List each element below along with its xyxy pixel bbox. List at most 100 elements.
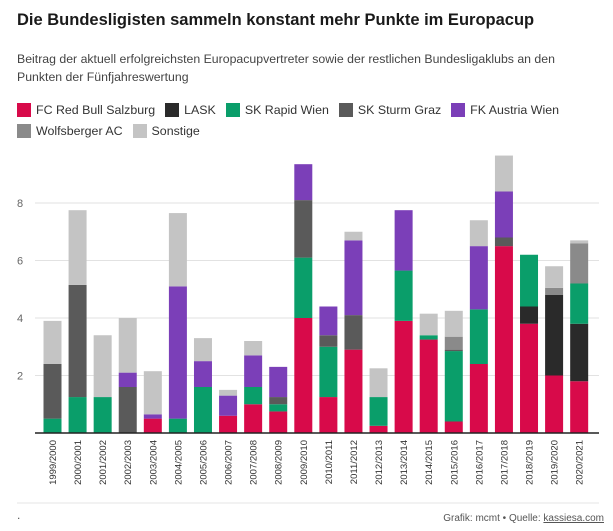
bar-segment	[168, 213, 187, 287]
bar-segment	[93, 397, 112, 433]
bar-segment	[545, 266, 564, 288]
bar-segment	[294, 164, 313, 201]
bar-segment	[469, 364, 488, 433]
legend-label: SK Sturm Graz	[357, 102, 442, 117]
chart-subtitle: Beitrag der aktuell erfolgreichsten Euro…	[17, 52, 555, 84]
bar-segment	[244, 387, 263, 405]
x-tick-label: 2014/2015	[424, 440, 435, 485]
bar-segment	[118, 318, 137, 373]
bar-segment	[419, 339, 438, 433]
x-tick-label: 2018/2019	[525, 440, 536, 485]
legend-label: FC Red Bull Salzburg	[36, 102, 156, 117]
bar-segment	[168, 418, 187, 433]
bar-segment	[143, 418, 162, 433]
legend-label: Wolfsberger AC	[36, 123, 123, 138]
bar-segment	[494, 191, 513, 238]
bar-segment	[570, 323, 589, 382]
bar-segment	[369, 368, 388, 398]
bar-segment	[469, 309, 488, 364]
y-tick-label: 6	[17, 256, 23, 268]
bar-segment	[419, 335, 438, 340]
bar-segment	[520, 254, 539, 307]
bar-segment	[344, 231, 363, 241]
bar-segment	[43, 320, 62, 364]
bar-segment	[444, 351, 463, 422]
bar-segment	[394, 210, 413, 271]
x-tick-label: 2016/2017	[474, 440, 485, 485]
bar-segment	[168, 286, 187, 419]
x-tick-label: 2019/2020	[550, 440, 561, 485]
legend-label: SK Rapid Wien	[244, 102, 329, 117]
bar-segment	[444, 336, 463, 350]
legend-item: LASK	[165, 101, 216, 118]
bar-segment	[143, 414, 162, 419]
bar-segment	[143, 371, 162, 415]
bar-segment	[219, 415, 238, 433]
chart-legend: FC Red Bull Salzburg LASK SK Rapid Wien SK …	[17, 101, 597, 139]
x-tick-label: 2020/2021	[575, 440, 586, 485]
y-tick-label: 4	[17, 313, 23, 325]
bar-segment	[545, 375, 564, 433]
bar-segment	[319, 335, 338, 347]
x-tick-label: 2002/2003	[123, 440, 134, 485]
bar-segment	[494, 155, 513, 192]
bar-segment	[68, 284, 87, 398]
bar-segment	[118, 387, 137, 433]
bar-segment	[520, 323, 539, 433]
legend-item: SK Sturm Graz	[338, 101, 442, 118]
legend-swatch	[165, 102, 180, 117]
legend-swatch	[451, 102, 466, 117]
x-tick-label: 2000/2001	[73, 440, 84, 485]
legend-item: FK Austria Wien	[451, 101, 559, 118]
chart-footer: Grafik: mcmt • Quelle: kassiesa.com	[443, 513, 604, 524]
bar-segment	[494, 237, 513, 247]
x-tick-label: 2013/2014	[399, 440, 410, 485]
bar-segment	[269, 404, 288, 412]
x-tick-label: 2004/2005	[173, 440, 184, 485]
x-tick-label: 2015/2016	[449, 440, 460, 485]
bar-segment	[570, 381, 589, 433]
bar-segment	[545, 287, 564, 295]
bar-segment	[294, 257, 313, 318]
bar-segment	[344, 315, 363, 350]
footer-credit: Grafik: mcmt • Quelle:	[443, 513, 544, 524]
y-tick-label: 2	[17, 371, 23, 383]
chart-title: Die Bundesligisten sammeln konstant mehr…	[17, 11, 535, 29]
bar-segment	[93, 335, 112, 398]
bar-segment	[244, 355, 263, 387]
x-tick-label: 2005/2006	[198, 440, 209, 485]
source-link[interactable]: kassiesa.com	[543, 513, 604, 524]
bar-segment	[269, 411, 288, 433]
x-tick-label: 2012/2013	[374, 440, 385, 485]
bar-segment	[444, 349, 463, 352]
legend-label: Sonstige	[151, 123, 200, 138]
bar-segment	[570, 240, 589, 244]
bar-segment	[193, 361, 212, 387]
x-tick-label: 2009/2010	[299, 440, 310, 485]
bar-segment	[494, 246, 513, 433]
bar-segment	[419, 313, 438, 336]
bar-segment	[244, 404, 263, 433]
bar-segment	[193, 387, 212, 433]
bar-segment	[294, 200, 313, 258]
bar-segment	[118, 372, 137, 387]
bar-segment	[43, 364, 62, 419]
bar-segment	[369, 425, 388, 433]
bar-segment	[269, 397, 288, 405]
legend-label: FK Austria Wien	[470, 102, 559, 117]
legend-swatch	[338, 102, 353, 117]
x-tick-label: 2011/2012	[349, 440, 360, 484]
bar-segment	[269, 366, 288, 398]
bar-segment	[68, 397, 87, 433]
x-tick-label: 2010/2011	[324, 440, 335, 484]
bar-segment	[294, 318, 313, 433]
bar-segment	[369, 397, 388, 426]
bar-segment	[520, 306, 539, 324]
x-tick-label: 2003/2004	[148, 440, 159, 485]
bar-segment	[319, 397, 338, 433]
bar-segment	[444, 421, 463, 433]
x-tick-label: 2007/2008	[249, 440, 260, 485]
x-tick-label: 2001/2002	[98, 440, 109, 485]
bar-segment	[219, 395, 238, 416]
legend-item: Wolfsberger AC	[17, 122, 123, 139]
